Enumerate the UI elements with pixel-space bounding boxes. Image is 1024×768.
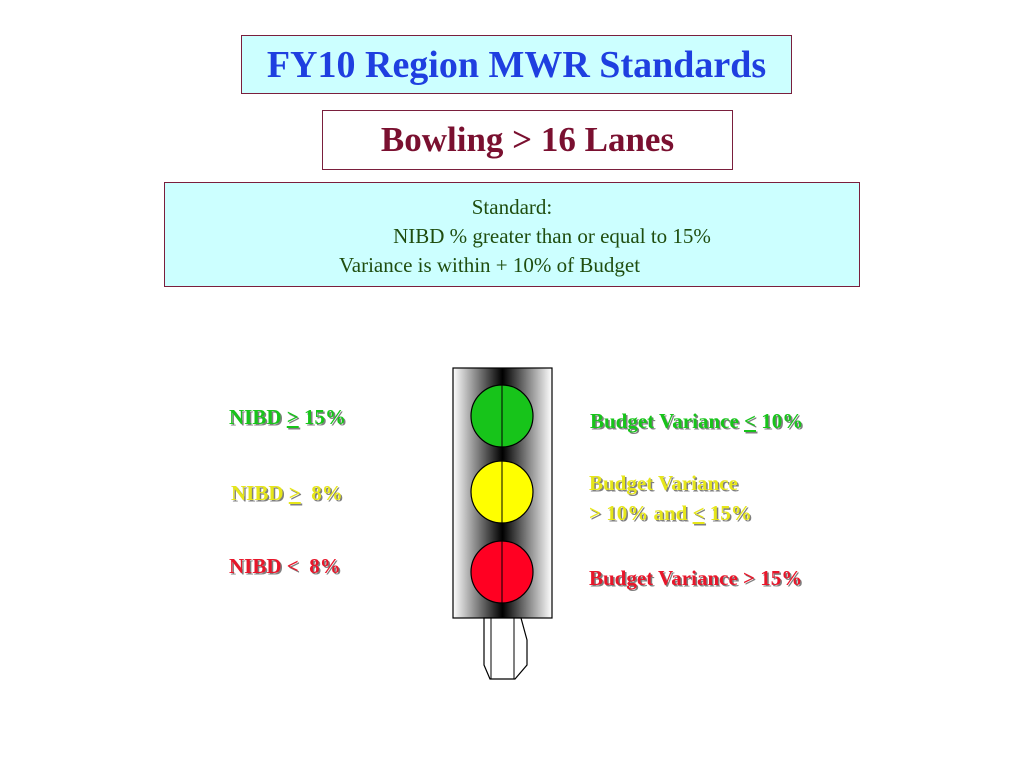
title-box: FY10 Region MWR Standards <box>241 35 792 94</box>
slide-title: FY10 Region MWR Standards <box>266 43 767 86</box>
yellow-lamp <box>470 460 534 524</box>
green-lamp <box>470 384 534 448</box>
variance-red-label: Budget Variance > 15% <box>589 566 803 590</box>
slide-subtitle: Bowling > 16 Lanes <box>380 120 675 159</box>
nibd-yellow-label: NIBD > 8% <box>231 481 343 505</box>
standard-line-nibd: NIBD % greater than or equal to 15% <box>393 224 711 248</box>
nibd-green-label: NIBD > 15% <box>229 405 346 429</box>
red-lamp <box>470 540 534 604</box>
subtitle-box: Bowling > 16 Lanes <box>322 110 733 170</box>
standard-box: Standard: NIBD % greater than or equal t… <box>164 182 860 287</box>
standard-heading: Standard: <box>471 195 553 219</box>
variance-yellow-label: Budget Variance > 10% and < 15% <box>589 471 752 525</box>
traffic-light-pole <box>483 617 528 680</box>
standard-line-variance: Variance is within + 10% of Budget <box>338 253 641 277</box>
variance-green-label: Budget Variance < 10% <box>590 409 804 433</box>
nibd-red-label: NIBD < 8% <box>229 554 341 578</box>
